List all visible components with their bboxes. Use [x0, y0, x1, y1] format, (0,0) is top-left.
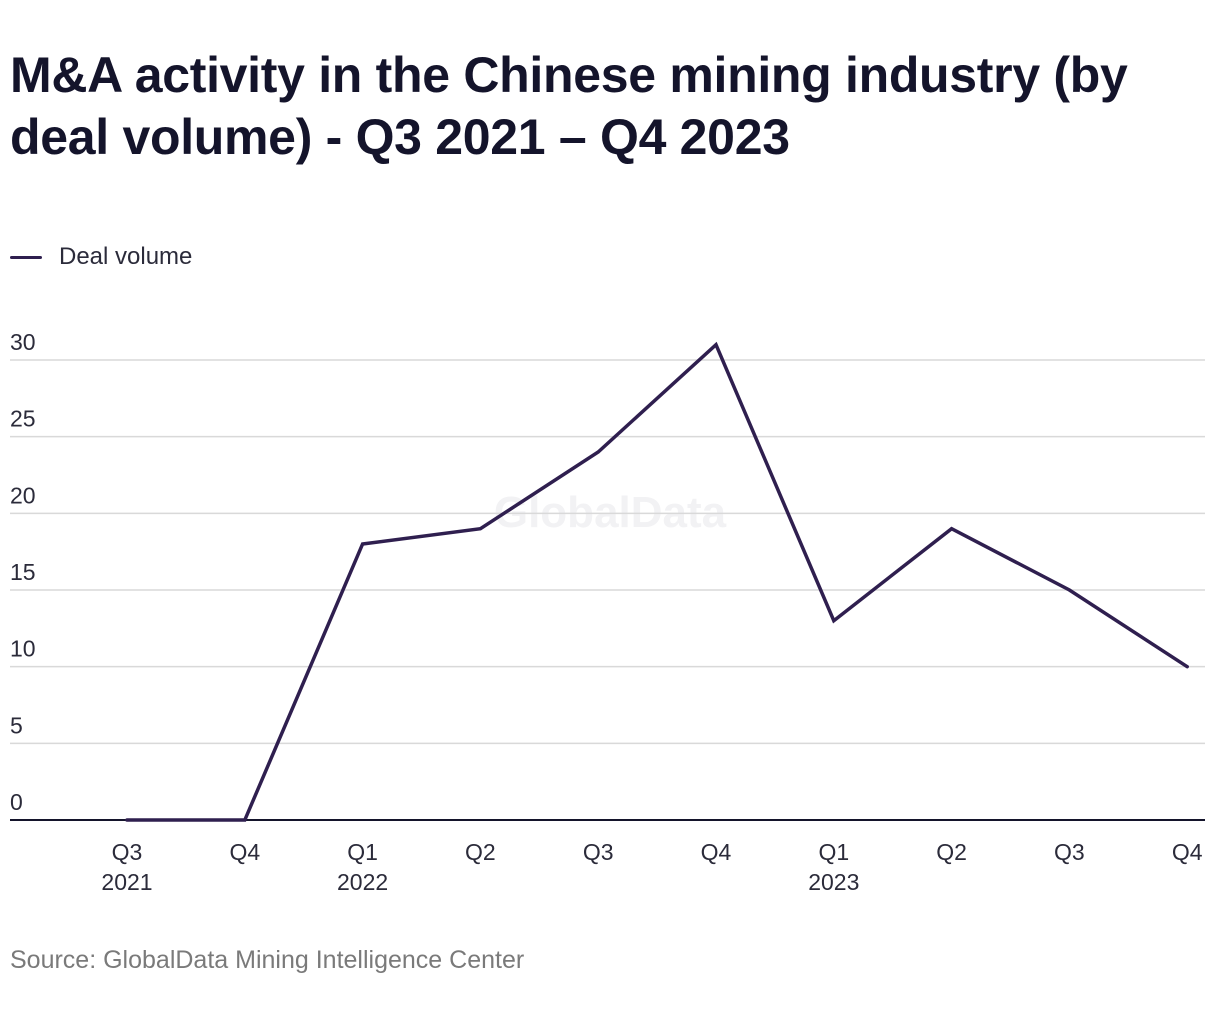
x-tick-label: Q2: [936, 839, 967, 865]
legend: Deal volume: [10, 242, 192, 272]
x-tick-label: Q1: [347, 839, 378, 865]
data-point: [714, 343, 718, 347]
legend-line-swatch: [10, 255, 42, 259]
x-tick-label: Q4: [1172, 839, 1203, 865]
legend-label: Deal volume: [59, 243, 193, 270]
data-point: [1185, 665, 1189, 669]
y-tick-label: 5: [10, 712, 23, 738]
x-tick-label: Q1: [818, 839, 849, 865]
data-point: [1067, 588, 1071, 592]
y-tick-label: 30: [10, 329, 36, 355]
data-point: [125, 818, 129, 822]
y-tick-label: 15: [10, 559, 36, 585]
data-point: [832, 619, 836, 623]
data-point: [596, 450, 600, 454]
data-point: [950, 527, 954, 531]
y-tick-label: 20: [10, 482, 36, 508]
x-tick-year-label: 2022: [337, 869, 388, 895]
x-tick-label: Q3: [583, 839, 614, 865]
source-note: Source: GlobalData Mining Intelligence C…: [10, 946, 525, 974]
series-line-deal-volume: [125, 341, 1189, 822]
chart-title: M&A activity in the Chinese mining indus…: [10, 47, 1128, 165]
data-point: [478, 527, 482, 531]
x-tick-label: Q2: [465, 839, 496, 865]
y-tick-label: 10: [10, 636, 36, 662]
x-tick-label: Q4: [229, 839, 260, 865]
x-tick-year-label: 2023: [808, 869, 859, 895]
data-point: [243, 818, 247, 822]
x-tick-year-label: 2021: [101, 869, 152, 895]
x-tick-label: Q3: [112, 839, 143, 865]
x-tick-label: Q3: [1054, 839, 1085, 865]
y-tick-label: 0: [10, 789, 23, 815]
x-tick-label: Q4: [701, 839, 732, 865]
y-tick-label: 25: [10, 406, 36, 432]
data-point: [361, 542, 365, 546]
